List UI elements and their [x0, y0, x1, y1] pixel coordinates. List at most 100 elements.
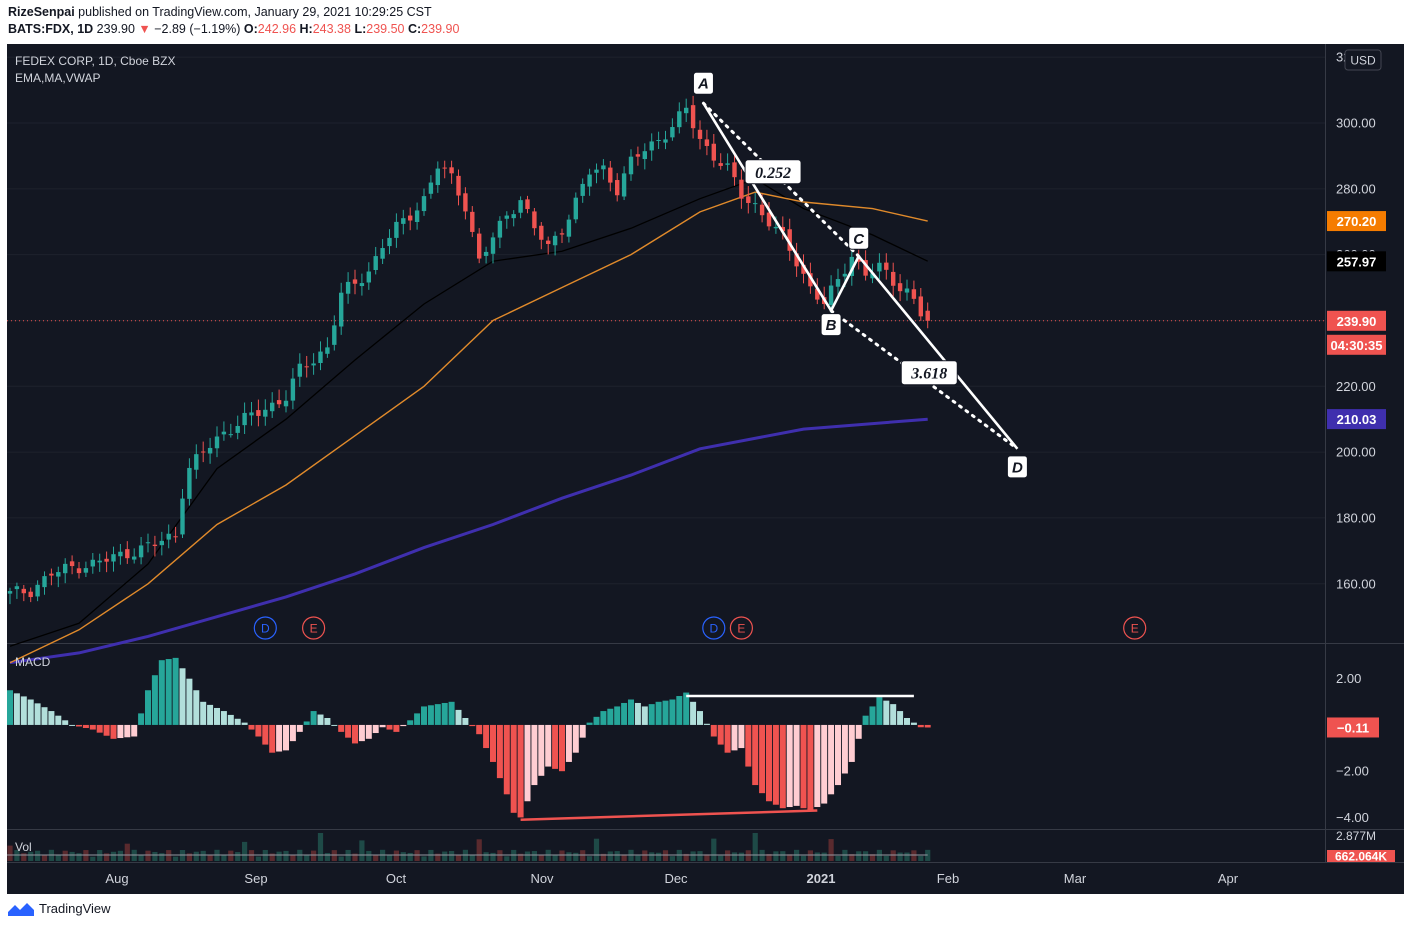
volume-bar — [669, 856, 675, 861]
macd-axis-tick-label: −4.00 — [1336, 810, 1369, 825]
macd-histogram-bar — [496, 724, 503, 779]
pane-title: FEDEX CORP, 1D, Cboe BZX — [15, 54, 176, 68]
volume-bar — [490, 852, 496, 861]
volume-last-badge: 662.064K — [1327, 850, 1395, 864]
macd-histogram-bar — [483, 724, 490, 749]
macd-histogram-bar — [234, 718, 241, 725]
dividend-marker[interactable]: D — [253, 616, 277, 640]
volume-bar — [718, 855, 724, 861]
macd-histogram-bar — [20, 696, 27, 725]
candle-body — [35, 584, 40, 597]
macd-histogram-bar — [545, 724, 552, 767]
earnings-marker[interactable]: E — [302, 616, 326, 640]
macd-last-badge-label: −0.11 — [1337, 720, 1369, 735]
candle-body — [697, 129, 703, 139]
candle-body — [28, 591, 33, 598]
pattern-point-b[interactable]: B — [820, 313, 842, 337]
candle-body — [180, 498, 185, 535]
earnings-marker[interactable]: E — [729, 616, 754, 640]
macd-histogram-bar — [220, 711, 227, 725]
candle-body — [732, 162, 737, 178]
candle-body — [621, 173, 627, 197]
candle-body — [76, 568, 82, 574]
macd-histogram-bar — [379, 724, 386, 728]
price-badge-bg — [1327, 334, 1386, 355]
macd-divergence-line[interactable] — [520, 809, 818, 821]
macd-histogram-bar — [448, 701, 455, 725]
earnings-marker[interactable]: E — [1123, 616, 1147, 640]
abcd-pattern-line[interactable] — [702, 102, 1019, 450]
price-badge-label: 239.90 — [1337, 314, 1377, 329]
macd-histogram-bar — [407, 720, 414, 725]
macd-histogram-bar — [7, 690, 13, 725]
volume-bar — [421, 856, 427, 861]
volume-bar — [338, 856, 344, 861]
dividend-marker[interactable]: D — [702, 616, 726, 640]
macd-histogram-bar — [48, 711, 55, 725]
macd-histogram-bar — [683, 692, 690, 725]
macd-histogram-bar — [538, 724, 545, 776]
candle-body — [739, 179, 744, 199]
abcd-extension-dotted-line[interactable] — [829, 309, 1019, 451]
volume-bar — [711, 838, 717, 861]
macd-histogram-bar — [434, 704, 441, 725]
candle-body — [449, 167, 454, 174]
macd-histogram-bar — [731, 724, 738, 751]
macd-histogram-bar — [724, 724, 731, 753]
macd-histogram-bar — [427, 705, 434, 725]
event-marker-label: D — [261, 622, 270, 636]
price-axis-tick-label: 160.00 — [1336, 576, 1376, 591]
macd-histogram-bar — [89, 724, 96, 730]
volume-bar — [352, 853, 358, 861]
candle-body — [132, 556, 137, 560]
candle-body — [891, 271, 896, 286]
pattern-point-a[interactable]: A — [692, 71, 714, 95]
macd-histogram-bar — [586, 722, 593, 725]
volume-bar — [552, 855, 558, 861]
macd-histogram-bar — [862, 715, 869, 725]
price-change: −2.89 (−1.19%) — [154, 22, 241, 36]
macd-histogram-bar — [207, 704, 214, 725]
macd-histogram-bar — [559, 724, 565, 772]
candle-body — [276, 400, 282, 405]
price-badge-vwap: 210.03 — [1327, 409, 1386, 430]
volume-bar — [124, 843, 130, 861]
macd-histogram-bar — [179, 668, 186, 725]
event-marker-circle — [1123, 616, 1147, 640]
pattern-point-d[interactable]: D — [1006, 455, 1028, 479]
candle-body — [635, 154, 641, 157]
pattern-ratio-2[interactable]: 3.618 — [900, 360, 958, 386]
candle-body — [573, 197, 578, 220]
volume-last-badge-label: 662.064K — [1335, 850, 1387, 864]
pattern-ratio-1[interactable]: 0.252 — [744, 159, 802, 185]
candle-body — [138, 545, 144, 558]
volume-bar — [7, 845, 13, 861]
macd-histogram-bar — [352, 724, 358, 744]
volume-bar — [276, 851, 282, 861]
volume-bar — [856, 851, 862, 861]
pattern-point-c[interactable]: C — [848, 226, 870, 250]
candle-body — [187, 467, 192, 499]
volume-bar — [518, 853, 524, 861]
low-value: 239.50 — [366, 22, 405, 36]
time-axis-tick-label: 2021 — [807, 871, 836, 886]
volume-bar — [283, 850, 289, 861]
candle-body — [497, 220, 503, 238]
macd-histogram-bar — [62, 720, 69, 725]
volume-bar — [918, 855, 924, 861]
candle-body — [601, 165, 606, 170]
currency-button[interactable]: USD — [1344, 49, 1382, 71]
macd-histogram-bar — [145, 690, 151, 725]
footer-brand[interactable]: TradingView — [8, 901, 111, 916]
price-badge-bg — [1327, 251, 1386, 272]
volume-bar — [90, 856, 96, 861]
candle-body — [518, 200, 523, 213]
macd-histogram-bar — [462, 718, 469, 725]
volume-bar — [138, 855, 144, 861]
candle-body — [670, 127, 675, 138]
macd-histogram-bar — [531, 724, 538, 786]
candle-body — [663, 139, 668, 143]
macd-histogram-bar — [283, 724, 289, 751]
volume-bar — [662, 850, 669, 861]
